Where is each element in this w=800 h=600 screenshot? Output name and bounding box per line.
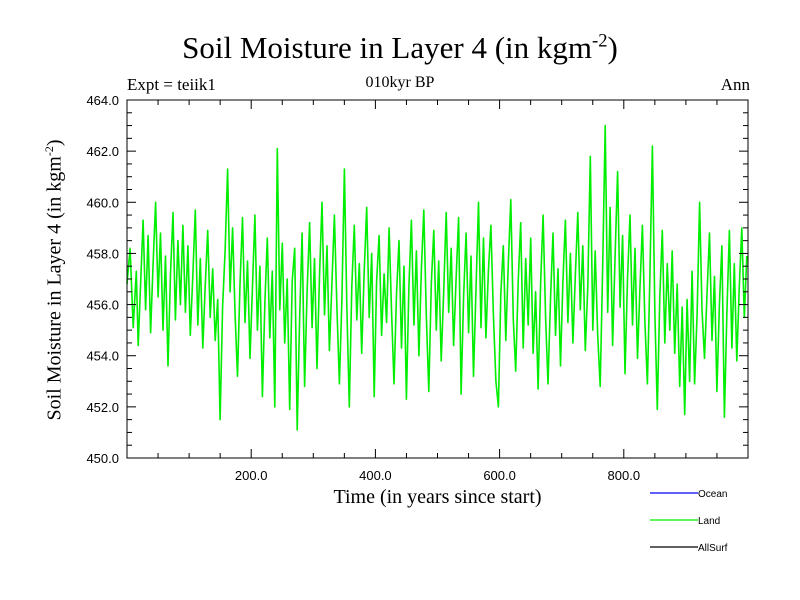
period-label: Ann (720, 75, 750, 94)
legend-label-land: Land (698, 516, 720, 527)
experiment-label: Expt = teiik1 (127, 75, 216, 94)
y-tick-label: 458.0 (86, 246, 119, 261)
series-line-land (126, 124, 748, 431)
y-tick-label: 454.0 (86, 349, 119, 364)
y-tick-label: 460.0 (86, 195, 119, 210)
y-tick-label: 456.0 (86, 298, 119, 313)
y-tick-label: 450.0 (86, 451, 119, 466)
x-tick-label: 800.0 (608, 468, 641, 483)
y-tick-label: 462.0 (86, 144, 119, 159)
x-tick-label: 600.0 (483, 468, 516, 483)
chart-subtitle: 010kyr BP (365, 74, 435, 91)
chart-title: Soil Moisture in Layer 4 (in kgm-2) (182, 30, 618, 65)
x-tick-label: 400.0 (359, 468, 392, 483)
x-axis-label: Time (in years since start) (333, 486, 542, 508)
y-tick-label: 464.0 (86, 93, 119, 108)
x-tick-label: 200.0 (235, 468, 268, 483)
legend-label-allsurf: AllSurf (698, 543, 728, 554)
legend-label-ocean: Ocean (698, 489, 727, 500)
y-tick-label: 452.0 (86, 400, 119, 415)
y-axis-label: Soil Moisture in Layer 4 (in kgm-2) (41, 139, 66, 421)
